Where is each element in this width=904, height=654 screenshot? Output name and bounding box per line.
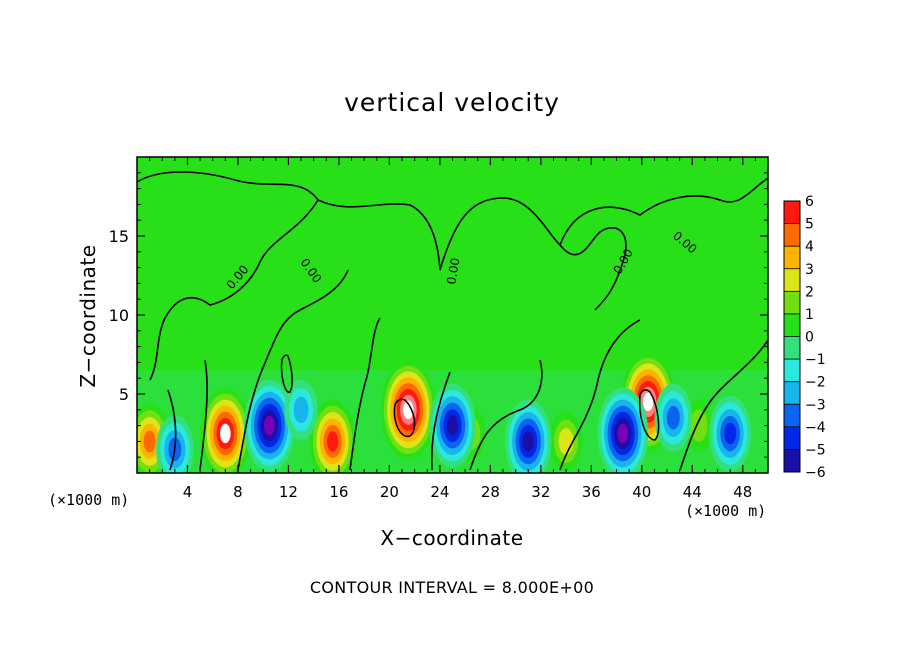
x-tick-label: 40 — [632, 483, 651, 501]
contour-band — [264, 415, 275, 436]
x-tick-label: 20 — [380, 483, 399, 501]
colorbar-swatch — [784, 246, 800, 269]
colorbar-tick-label: 2 — [805, 284, 814, 300]
x-tick-label: 44 — [683, 483, 702, 501]
contour-interval-note: CONTOUR INTERVAL = 8.000E+00 — [309, 578, 595, 597]
zero-contour-island-2 — [638, 389, 660, 441]
contour-band — [327, 431, 339, 452]
contour-band — [666, 405, 680, 430]
x-tick-label: 12 — [279, 483, 298, 501]
contour-band — [643, 392, 654, 412]
colorbar-tick-label: 3 — [805, 262, 814, 278]
colorbar: 6 5 4 3 2 1 0 −1 −2 −3 −4 −5 −6 — [783, 194, 826, 481]
downdraft-6 — [597, 387, 649, 473]
colorbar-tick-label: −5 — [805, 442, 826, 458]
downdraft-7 — [654, 383, 693, 452]
x-tick-label: 32 — [531, 483, 550, 501]
x-unit-label-right: (×1000 m) — [685, 502, 767, 520]
contour-label: 0.00 — [444, 257, 462, 286]
x-tick-label: 36 — [582, 483, 601, 501]
y-axis: 5 10 15 — [109, 172, 768, 458]
updraft-1 — [137, 403, 171, 473]
colorbar-swatch — [784, 291, 800, 314]
x-tick-label: 24 — [430, 483, 449, 501]
zero-contours — [137, 171, 768, 471]
x-axis: 4 8 12 16 20 24 28 32 36 40 44 48 — [149, 157, 756, 501]
x-tick-label: 4 — [183, 483, 193, 501]
colorbar-swatch — [784, 268, 800, 292]
x-tick-label: 16 — [329, 483, 348, 501]
colorbar-tick-label: −4 — [805, 420, 826, 436]
contour-band — [220, 423, 231, 444]
downdraft-8 — [709, 395, 752, 472]
updraft-4 — [380, 359, 436, 460]
downdraft-4 — [429, 383, 476, 468]
zero-contour-lower — [167, 269, 768, 471]
colorbar-swatch — [784, 359, 800, 382]
contour-band — [724, 422, 737, 445]
colorbar-tick-label: 4 — [805, 239, 814, 255]
x-axis-label: X−coordinate — [380, 526, 524, 550]
y-axis-label: Z−coordinate — [76, 244, 100, 388]
colorbar-swatch — [784, 426, 800, 450]
updraft-6 — [549, 411, 583, 472]
downdraft-5 — [505, 399, 552, 473]
colorbar-tick-label: 1 — [805, 307, 814, 323]
colorbar-swatch — [784, 381, 800, 405]
colorbar-tick-label: 6 — [805, 194, 814, 210]
colorbar-swatch — [784, 223, 800, 247]
zero-contour-upper — [137, 171, 768, 381]
colorbar-tick-label: −3 — [805, 397, 826, 413]
contour-band — [558, 428, 574, 455]
colorbar-tick-label: −2 — [805, 375, 826, 391]
velocity-field — [137, 157, 768, 473]
colorbar-swatch — [784, 449, 800, 472]
updraft-3 — [309, 399, 356, 473]
colorbar-swatch — [784, 404, 800, 427]
downdraft-2 — [244, 379, 295, 472]
downdraft-3 — [284, 379, 318, 440]
zero-contour-island-3 — [280, 354, 293, 393]
y-tick-label: 15 — [109, 227, 129, 246]
colorbar-tick-label: −6 — [805, 465, 826, 481]
chart-title: vertical velocity — [344, 88, 560, 117]
x-tick-label: 48 — [733, 483, 752, 501]
updraft-2 — [199, 387, 251, 473]
x-tick-label: 28 — [481, 483, 500, 501]
colorbar-tick-label: −1 — [805, 352, 826, 368]
x-tick-label: 8 — [233, 483, 243, 501]
colorbar-tick-label: 0 — [805, 330, 814, 346]
colorbar-swatch — [784, 336, 800, 360]
contour-band — [446, 415, 459, 436]
contour-band — [293, 396, 309, 424]
contour-band — [522, 431, 534, 452]
colorbar-swatch — [784, 313, 800, 337]
contour-band — [617, 423, 629, 444]
contour-band — [403, 400, 414, 420]
contour-band — [143, 430, 156, 453]
y-tick-label: 5 — [119, 385, 129, 404]
x-unit-label-left: (×1000 m) — [48, 491, 130, 509]
zero-contour-island-1 — [393, 398, 416, 438]
colorbar-tick-label: 5 — [805, 217, 814, 233]
colorbar-swatch — [784, 201, 800, 224]
contour-band — [689, 409, 708, 442]
y-tick-label: 10 — [109, 306, 129, 325]
